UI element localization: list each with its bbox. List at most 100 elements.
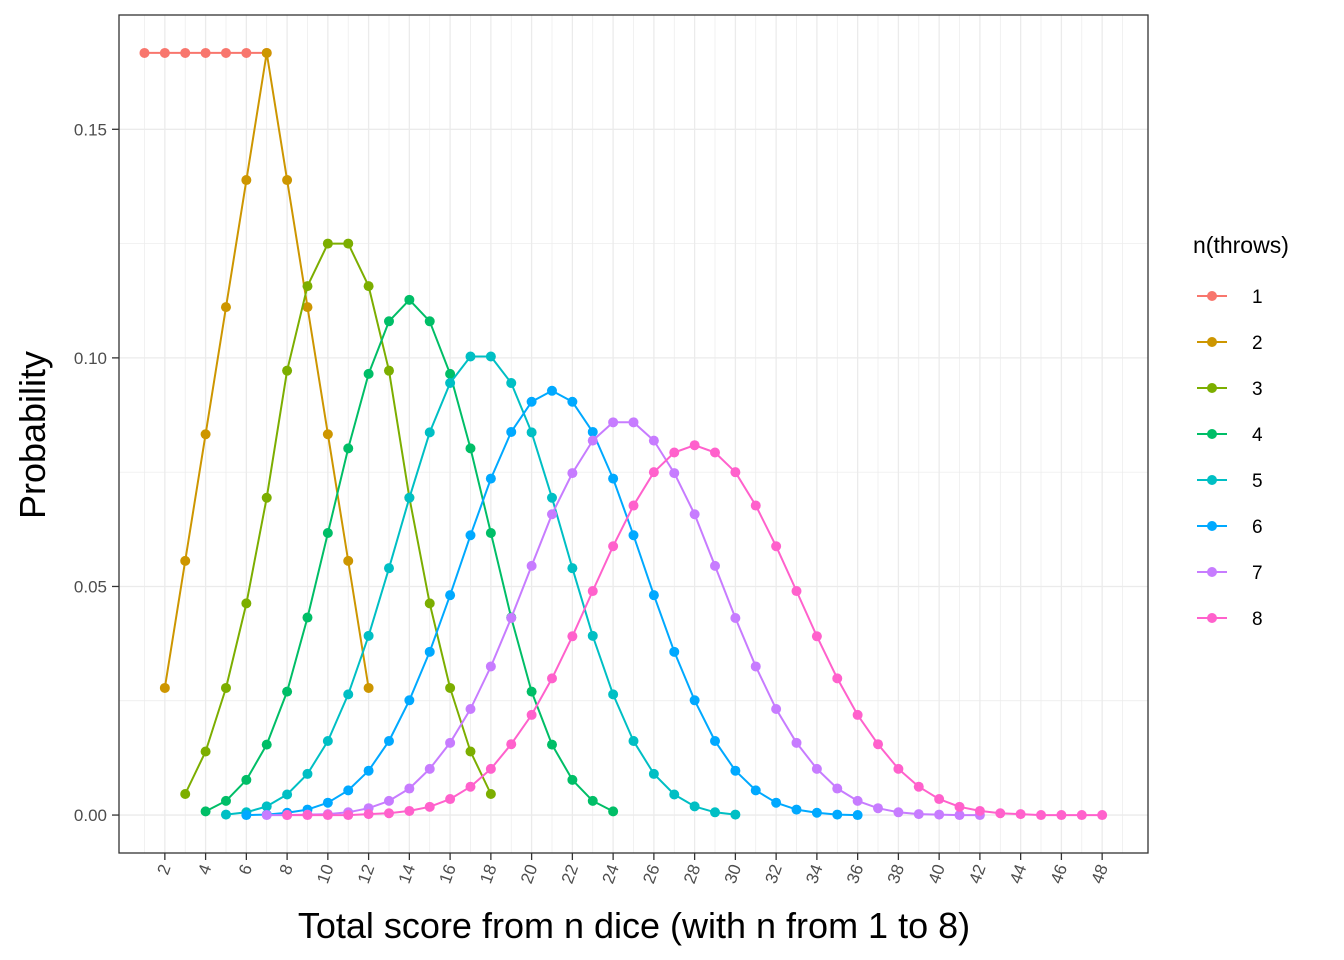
data-point bbox=[383, 316, 394, 327]
data-point bbox=[343, 785, 354, 796]
legend-item-3: 3 bbox=[1197, 379, 1263, 400]
series-4 bbox=[200, 294, 619, 817]
series-5 bbox=[220, 351, 741, 820]
legend-label: 1 bbox=[1252, 287, 1263, 308]
legend-title: n(throws) bbox=[1193, 232, 1289, 258]
data-point bbox=[404, 294, 415, 305]
data-point bbox=[546, 673, 557, 684]
data-point bbox=[404, 783, 415, 794]
data-point bbox=[526, 709, 537, 720]
data-point bbox=[750, 661, 761, 672]
y-tick-label: 0.10 bbox=[74, 349, 107, 368]
data-point bbox=[445, 590, 456, 601]
data-point bbox=[220, 47, 231, 58]
data-point bbox=[383, 735, 394, 746]
data-point bbox=[485, 527, 496, 538]
data-point bbox=[608, 417, 619, 428]
data-point bbox=[445, 737, 456, 748]
data-point bbox=[730, 467, 741, 478]
y-tick-label: 0.00 bbox=[74, 806, 107, 825]
data-point bbox=[934, 809, 945, 820]
legend-item-2: 2 bbox=[1197, 333, 1263, 354]
data-point bbox=[587, 426, 598, 437]
data-point bbox=[587, 435, 598, 446]
data-point bbox=[689, 801, 700, 812]
data-point bbox=[363, 630, 374, 641]
data-point bbox=[1097, 810, 1108, 821]
data-point bbox=[710, 560, 721, 571]
data-point bbox=[445, 368, 456, 379]
data-point bbox=[1056, 810, 1067, 821]
data-point bbox=[628, 417, 639, 428]
data-point bbox=[648, 768, 659, 779]
legend-item-7: 7 bbox=[1197, 563, 1263, 584]
data-point bbox=[465, 530, 476, 541]
data-point bbox=[832, 783, 843, 794]
data-point bbox=[383, 365, 394, 376]
data-point bbox=[648, 467, 659, 478]
legend-item-6: 6 bbox=[1197, 517, 1263, 538]
data-point bbox=[322, 810, 333, 821]
y-tick-label: 0.05 bbox=[74, 577, 107, 596]
data-point bbox=[139, 47, 150, 58]
data-point bbox=[465, 351, 476, 362]
data-point bbox=[771, 797, 782, 808]
legend-item-4: 4 bbox=[1197, 425, 1263, 446]
data-point bbox=[424, 316, 435, 327]
legend-label: 3 bbox=[1252, 379, 1263, 400]
data-point bbox=[261, 492, 272, 503]
data-point bbox=[730, 809, 741, 820]
data-point bbox=[485, 473, 496, 484]
data-point bbox=[730, 613, 741, 624]
legend-label: 7 bbox=[1252, 563, 1263, 584]
data-point bbox=[159, 682, 170, 693]
data-point bbox=[302, 281, 313, 292]
data-point bbox=[424, 801, 435, 812]
data-point bbox=[404, 695, 415, 706]
data-point bbox=[220, 809, 231, 820]
legend-key-point bbox=[1207, 475, 1217, 485]
series-3 bbox=[180, 238, 496, 800]
data-point bbox=[506, 426, 517, 437]
data-point bbox=[343, 443, 354, 454]
data-point bbox=[363, 765, 374, 776]
data-point bbox=[261, 810, 272, 821]
data-point bbox=[689, 509, 700, 520]
data-point bbox=[791, 586, 802, 597]
data-point bbox=[200, 746, 211, 757]
data-point bbox=[689, 440, 700, 451]
data-point bbox=[710, 807, 721, 818]
data-point bbox=[608, 541, 619, 552]
data-point bbox=[771, 541, 782, 552]
legend-key-point bbox=[1207, 613, 1217, 623]
legend-label: 8 bbox=[1252, 609, 1263, 630]
data-point bbox=[404, 805, 415, 816]
data-point bbox=[282, 810, 293, 821]
data-point bbox=[363, 281, 374, 292]
data-point bbox=[546, 492, 557, 503]
data-point bbox=[383, 795, 394, 806]
panel-border bbox=[118, 14, 1149, 854]
data-point bbox=[791, 737, 802, 748]
data-point bbox=[567, 563, 578, 574]
series-line bbox=[184, 242, 492, 795]
series-layer bbox=[139, 47, 1108, 821]
data-point bbox=[363, 809, 374, 820]
series-2 bbox=[159, 47, 374, 693]
data-point bbox=[445, 794, 456, 805]
legend-key-point bbox=[1207, 337, 1217, 347]
data-point bbox=[526, 396, 537, 407]
data-point bbox=[995, 808, 1006, 819]
data-point bbox=[180, 47, 191, 58]
data-point bbox=[648, 590, 659, 601]
data-point bbox=[383, 808, 394, 819]
data-point bbox=[546, 509, 557, 520]
legend-label: 2 bbox=[1252, 333, 1263, 354]
data-point bbox=[873, 739, 884, 750]
data-point bbox=[546, 385, 557, 396]
data-point bbox=[1036, 810, 1047, 821]
data-point bbox=[200, 806, 211, 817]
data-point bbox=[322, 238, 333, 249]
series-6 bbox=[241, 385, 863, 821]
legend-key-point bbox=[1207, 291, 1217, 301]
